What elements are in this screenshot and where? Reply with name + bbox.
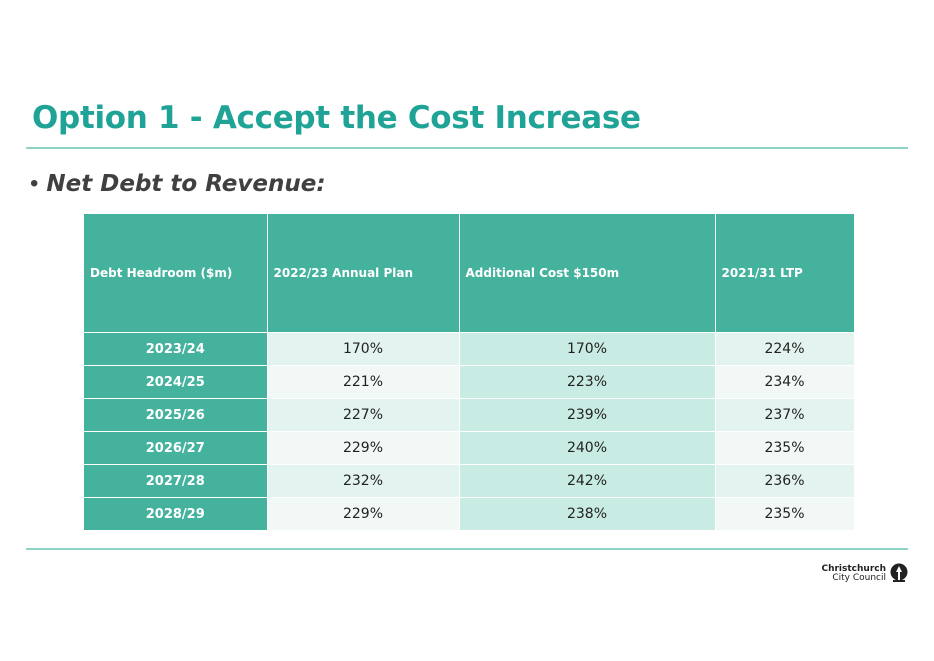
table-row: 2026/27 229% 240% 235% (84, 431, 855, 465)
ltp-cell: 236% (715, 464, 855, 498)
annual-plan-cell: 229% (267, 431, 460, 465)
additional-cost-cell: 242% (459, 464, 716, 498)
annual-plan-cell: 229% (267, 497, 460, 530)
ltp-cell: 235% (715, 497, 855, 530)
table-row: 2025/26 227% 239% 237% (84, 398, 855, 432)
bullet-symbol: • (30, 170, 39, 197)
annual-plan-cell: 227% (267, 398, 460, 432)
footer-divider (26, 548, 908, 550)
annual-plan-cell: 221% (267, 365, 460, 399)
table-header-row: Debt Headroom ($m) 2022/23 Annual Plan A… (84, 214, 854, 333)
ltp-cell: 224% (715, 332, 855, 366)
ltp-cell: 234% (715, 365, 855, 399)
table-row: 2028/29 229% 238% 235% (84, 497, 855, 530)
year-cell: 2023/24 (84, 332, 268, 366)
logo-line-1: Christchurch (821, 564, 886, 574)
ltp-cell: 237% (715, 398, 855, 432)
header-debt-headroom: Debt Headroom ($m) (84, 214, 268, 333)
cathedral-tree-icon (890, 563, 908, 582)
year-cell: 2028/29 (84, 497, 268, 530)
additional-cost-cell: 240% (459, 431, 716, 465)
bullet-point: • Net Debt to Revenue: (30, 170, 326, 198)
title-divider (26, 147, 908, 149)
year-cell: 2027/28 (84, 464, 268, 498)
council-logo: Christchurch City Council (821, 562, 908, 584)
additional-cost-cell: 170% (459, 332, 716, 366)
additional-cost-cell: 239% (459, 398, 716, 432)
annual-plan-cell: 232% (267, 464, 460, 498)
logo-line-2: City Council (832, 573, 886, 583)
table-row: 2023/24 170% 170% 224% (84, 332, 855, 366)
additional-cost-cell: 223% (459, 365, 716, 399)
year-cell: 2026/27 (84, 431, 268, 465)
slide-title: Option 1 - Accept the Cost Increase (32, 100, 641, 136)
year-cell: 2024/25 (84, 365, 268, 399)
ltp-cell: 235% (715, 431, 855, 465)
header-ltp: 2021/31 LTP (715, 214, 854, 333)
table-row: 2027/28 232% 242% 236% (84, 464, 855, 498)
bullet-text: Net Debt to Revenue: (46, 171, 326, 197)
header-additional-cost: Additional Cost $150m (459, 214, 716, 333)
year-cell: 2025/26 (84, 398, 268, 432)
annual-plan-cell: 170% (267, 332, 460, 366)
additional-cost-cell: 238% (459, 497, 716, 530)
table-row: 2024/25 221% 223% 234% (84, 365, 855, 399)
debt-headroom-table: Debt Headroom ($m) 2022/23 Annual Plan A… (84, 214, 855, 530)
header-annual-plan: 2022/23 Annual Plan (267, 214, 460, 333)
